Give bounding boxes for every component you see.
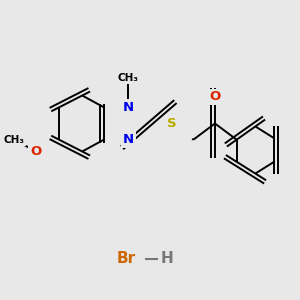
Text: O: O bbox=[30, 145, 42, 158]
Text: O: O bbox=[209, 91, 220, 103]
Text: CH₃: CH₃ bbox=[4, 135, 25, 145]
Text: N: N bbox=[123, 133, 134, 146]
Text: CH₃: CH₃ bbox=[118, 73, 139, 83]
Text: S: S bbox=[167, 117, 176, 130]
Text: N: N bbox=[123, 101, 134, 114]
Text: Br: Br bbox=[116, 251, 136, 266]
Text: H: H bbox=[160, 251, 173, 266]
